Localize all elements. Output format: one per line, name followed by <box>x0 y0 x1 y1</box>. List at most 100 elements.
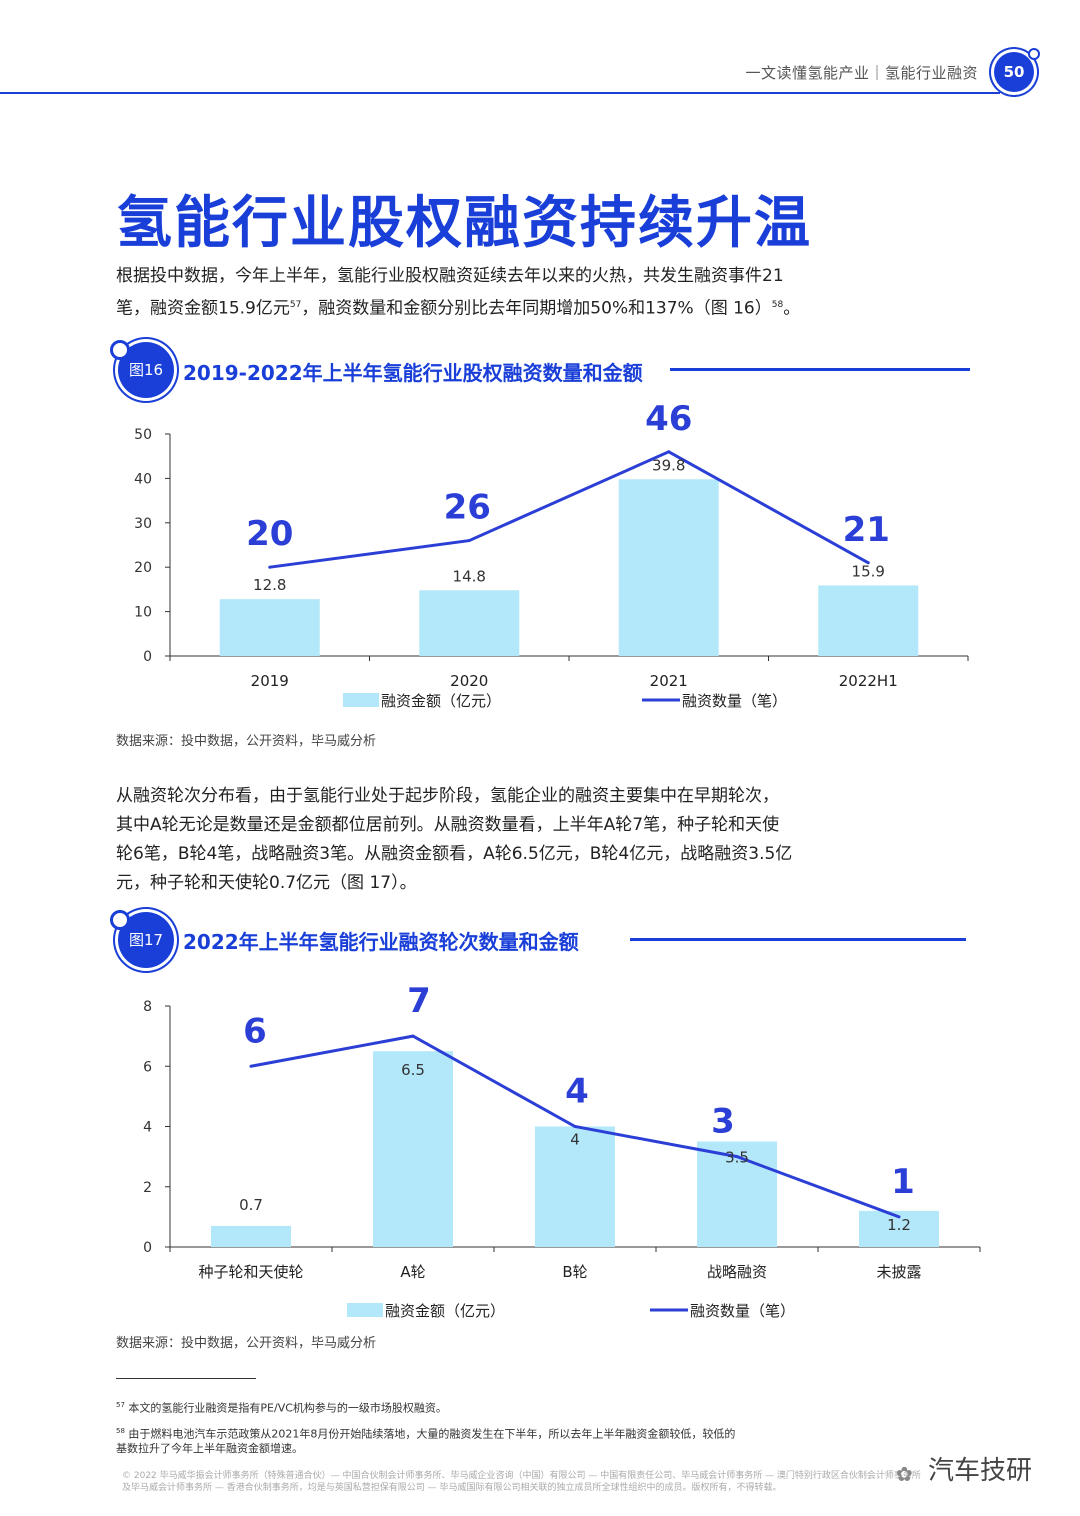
y-tick-label: 4 <box>143 1120 152 1136</box>
bar-data-label: 15.9 <box>852 562 885 580</box>
intro-line-2a: 笔，融资金额15.9亿元 <box>116 298 290 319</box>
chart-17: 0 2 4 6 8 种子轮和天使轮 A轮 B轮 战略融资 未披露 0.7 6.5 4 3.5 1.2 6 7 4 3… <box>143 981 981 1320</box>
bar <box>818 585 919 656</box>
x-tick-label: 2022H1 <box>839 672 898 690</box>
footnote-ref-57[interactable]: 57 <box>289 300 302 310</box>
rounds-paragraph: 从融资轮次分布看，由于氢能行业处于起步阶段，氢能企业的融资主要集中在早期轮次， … <box>116 782 832 898</box>
fig17-badge-dot <box>110 910 130 930</box>
copyright-line-2: 及毕马威会计师事务所 — 香港合伙制事务所，均是与英国私营担保有限公司 — 毕马… <box>122 1483 782 1493</box>
bar <box>535 1126 615 1247</box>
line-point <box>573 1125 577 1128</box>
bar <box>697 1141 777 1247</box>
watermark-text: 汽车技研 <box>890 1450 1032 1487</box>
bar <box>618 479 719 656</box>
line-series <box>269 450 869 569</box>
footnote-57-number: 57 <box>116 1401 125 1409</box>
wechat-icon: ✿ <box>896 1462 913 1486</box>
bar-data-label: 12.8 <box>253 576 286 594</box>
footnote-58: 58 由于燃料电池汽车示范政策从2021年8月份开始陆续落地，大量的融资发生在下… <box>116 1424 816 1456</box>
y-tick-label: 0 <box>143 1240 152 1256</box>
para2-line-4: 元，种子轮和天使轮0.7亿元（图 17）。 <box>116 873 417 893</box>
page-title: 氢能行业股权融资持续升温 <box>116 191 812 256</box>
line-data-label: 4 <box>565 1072 589 1112</box>
legend-line-label: 融资数量（笔） <box>690 1302 795 1320</box>
line-point <box>897 1215 901 1219</box>
fig16-source: 数据来源：投中数据，公开资料，毕马威分析 <box>116 734 377 749</box>
x-tick-label: 2020 <box>450 672 488 690</box>
x-tick-label: 2019 <box>251 672 289 690</box>
line-point <box>735 1155 739 1159</box>
page-badge-dot <box>1028 48 1040 60</box>
line-data-label: 21 <box>843 510 890 550</box>
copyright: © 2022 毕马威华振会计师事务所（特殊普通合伙）— 中国合伙制会计师事务所、… <box>122 1470 962 1494</box>
x-tick-label: 种子轮和天使轮 <box>198 1263 303 1281</box>
x-tick-label: B轮 <box>562 1263 587 1281</box>
fig17-title: 2022年上半年氢能行业融资轮次数量和金额 <box>183 930 579 954</box>
copyright-line-1: © 2022 毕马威华振会计师事务所（特殊普通合伙）— 中国合伙制会计师事务所、… <box>122 1471 921 1481</box>
footnote-rule <box>116 1378 256 1379</box>
bar-data-label: 3.5 <box>725 1149 749 1167</box>
line-point <box>667 450 671 454</box>
y-tick-label: 20 <box>134 560 152 576</box>
para2-line-3: 轮6笔，B轮4笔，战略融资3笔。从融资金额看，A轮6.5亿元，B轮4亿元，战略融… <box>116 844 793 864</box>
intro-line-2b: ，融资数量和金额分别比去年同期增加50%和137%（图 16） <box>301 298 772 319</box>
fig16-rule <box>670 368 970 371</box>
bar-data-label: 39.8 <box>652 456 685 474</box>
y-tick-label: 50 <box>134 427 152 443</box>
fig16-title: 2019-2022年上半年氢能行业股权融资数量和金额 <box>183 361 643 385</box>
intro-paragraph: 根据投中数据，今年上半年，氢能行业股权融资延续去年以来的火热，共发生融资事件21… <box>116 262 836 324</box>
y-tick-label: 8 <box>143 999 152 1015</box>
fig17-rule <box>630 938 966 941</box>
line-point <box>268 565 272 569</box>
y-tick-label: 2 <box>143 1180 152 1196</box>
fig17-source: 数据来源：投中数据，公开资料，毕马威分析 <box>116 1336 377 1351</box>
x-tick-label: 2021 <box>650 672 688 690</box>
fig16-badge-dot <box>110 340 130 360</box>
intro-line-2c: 。 <box>783 298 801 319</box>
para2-line-1: 从融资轮次分布看，由于氢能行业处于起步阶段，氢能企业的融资主要集中在早期轮次， <box>116 786 779 806</box>
bar <box>219 599 320 656</box>
footnote-58-number: 58 <box>116 1427 125 1435</box>
line-point <box>467 539 471 543</box>
header-text: 一文读懂氢能产业｜氢能行业融资 <box>745 64 978 82</box>
line-point <box>866 561 870 565</box>
y-tick-label: 40 <box>134 471 152 487</box>
line-data-label: 26 <box>444 488 491 528</box>
bar-data-label: 0.7 <box>239 1196 263 1214</box>
x-tick-label: 战略融资 <box>707 1263 767 1281</box>
legend-bar-label: 融资金额（亿元） <box>381 692 501 710</box>
line-point <box>249 1064 253 1068</box>
intro-line-1: 根据投中数据，今年上半年，氢能行业股权融资延续去年以来的火热，共发生融资事件21 <box>116 266 784 286</box>
page-number-badge: 50 <box>994 52 1034 92</box>
legend-line-label: 融资数量（笔） <box>682 692 787 710</box>
bar-data-label: 4 <box>570 1131 580 1149</box>
line-data-label: 6 <box>243 1011 267 1051</box>
bar <box>211 1225 291 1247</box>
bar-data-label: 1.2 <box>887 1216 911 1234</box>
footnote-58-line-1: 由于燃料电池汽车示范政策从2021年8月份开始陆续落地，大量的融资发生在下半年，… <box>128 1427 736 1441</box>
intro-line-2: 笔，融资金额15.9亿元57，融资数量和金额分别比去年同期增加50%和137%（… <box>116 291 836 324</box>
legend-bar-swatch <box>343 693 379 707</box>
line-data-label: 7 <box>407 981 431 1021</box>
bar-data-label: 6.5 <box>401 1061 425 1079</box>
line-point <box>411 1034 415 1038</box>
header-rule <box>0 92 1000 94</box>
line-data-label: 3 <box>711 1102 735 1142</box>
legend-bar-swatch <box>347 1303 383 1317</box>
x-tick-label: A轮 <box>400 1263 425 1281</box>
footnote-ref-58[interactable]: 58 <box>771 300 784 310</box>
bar-data-label: 14.8 <box>453 567 486 585</box>
watermark-label: 汽车技研 <box>928 1456 1033 1486</box>
footnote-58-line-2: 基数拉升了今年上半年融资金额增速。 <box>116 1441 303 1455</box>
bar <box>373 1051 453 1247</box>
line-data-label: 20 <box>246 514 293 554</box>
x-tick-label: 未披露 <box>876 1263 921 1281</box>
y-tick-label: 10 <box>134 605 152 621</box>
y-tick-label: 6 <box>143 1059 152 1075</box>
y-tick-label: 30 <box>134 516 152 532</box>
y-tick-label: 0 <box>143 649 152 665</box>
para2-line-2: 其中A轮无论是数量还是金额都位居前列。从融资数量看，上半年A轮7笔，种子轮和天使 <box>116 815 780 835</box>
bar <box>419 590 520 656</box>
legend-bar-label: 融资金额（亿元） <box>385 1302 505 1320</box>
